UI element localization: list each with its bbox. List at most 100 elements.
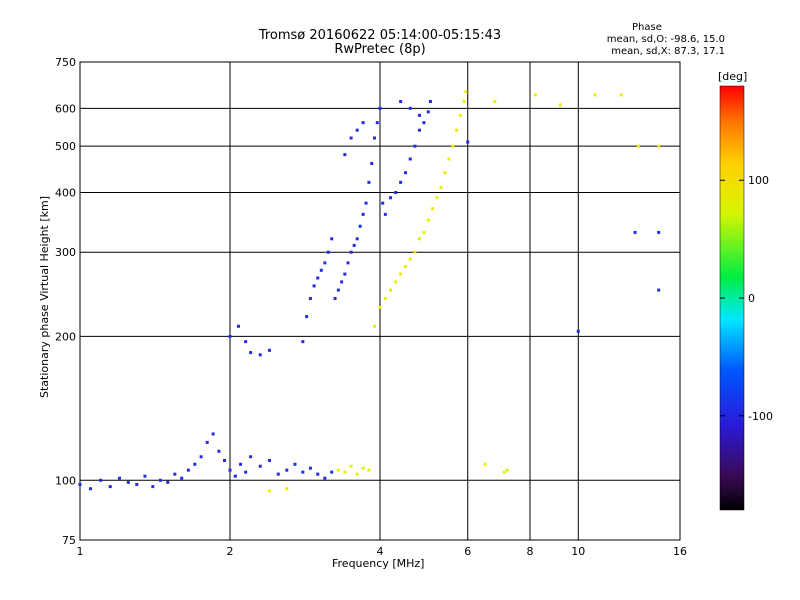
data-point-o [340, 280, 344, 284]
data-point-o [267, 458, 271, 462]
data-point-x [493, 100, 497, 104]
data-point-o [143, 474, 147, 478]
data-point-o [180, 476, 184, 480]
data-point-o [158, 478, 162, 482]
colorbar-label: [deg] [718, 70, 748, 83]
data-point-x [267, 489, 271, 493]
plot-frame [79, 61, 681, 541]
data-point-o [358, 224, 362, 228]
data-point-o [364, 201, 368, 205]
data-point-x [502, 470, 506, 474]
y-tick-label: 600 [55, 102, 76, 115]
y-tick-label: 500 [55, 140, 76, 153]
data-point-x [657, 144, 661, 148]
y-tick-label: 75 [62, 534, 76, 547]
stats-x-mode: mean, sd,X: 87.3, 17.1 [611, 46, 725, 57]
stats-heading: Phase [632, 22, 662, 33]
data-point-o [276, 472, 280, 476]
data-point-x [451, 144, 455, 148]
x-tick-label: 4 [377, 545, 384, 558]
data-point-o [333, 297, 337, 301]
data-point-x [349, 464, 353, 468]
data-point-o [258, 464, 262, 468]
x-tick-label: 1 [77, 545, 84, 558]
data-point-o [330, 470, 334, 474]
data-point-o [408, 106, 412, 110]
data-point-o [417, 128, 421, 132]
data-point-x [285, 487, 289, 491]
colorbar-tick-label: 100 [748, 174, 769, 187]
data-point-x [462, 100, 466, 104]
data-point-o [361, 212, 365, 216]
y-tick-label: 400 [55, 186, 76, 199]
data-point-o [228, 468, 232, 472]
data-point-o [633, 230, 637, 234]
data-point-o [361, 121, 365, 125]
data-point-o [173, 472, 177, 476]
data-point-x [413, 250, 417, 254]
data-point-x [408, 257, 412, 261]
data-point-o [466, 140, 470, 144]
data-point-o [239, 462, 243, 466]
data-point-o [199, 455, 203, 459]
data-point-o [249, 455, 253, 459]
data-point-x [343, 470, 347, 474]
data-point-o [244, 340, 248, 344]
data-point-x [355, 472, 359, 476]
data-point-x [417, 237, 421, 241]
data-point-o [293, 462, 297, 466]
data-point-x [533, 93, 537, 97]
y-tick-labels: 75 100 200 300 400 500 600 750 [55, 56, 76, 547]
data-point-o [316, 276, 320, 280]
data-point-o [301, 340, 305, 344]
data-point-o [244, 470, 248, 474]
data-point-o [408, 157, 412, 161]
data-point-x [336, 468, 340, 472]
chart-subtitle: RwPretec (8p) [334, 42, 426, 57]
y-tick-label: 750 [55, 56, 76, 69]
data-point-o [285, 468, 289, 472]
data-point-o [370, 161, 374, 165]
colorbar-ticks: 100 0 -100 [720, 174, 773, 423]
data-point-o [78, 482, 82, 486]
data-point-o [316, 472, 320, 476]
x-tick-labels: 1 2 4 6 8 10 16 [77, 545, 688, 558]
data-point-x [426, 218, 430, 222]
data-point-o [349, 136, 353, 140]
data-point-o [389, 196, 393, 200]
data-point-o [413, 144, 417, 148]
data-point-o [422, 121, 426, 125]
y-tick-label: 300 [55, 246, 76, 259]
data-point-o [399, 180, 403, 184]
data-point-x [403, 265, 407, 269]
data-point-x [636, 144, 640, 148]
data-point-o [349, 250, 353, 254]
data-point-o [375, 121, 379, 125]
data-point-x [373, 324, 377, 328]
data-point-o [426, 110, 430, 114]
data-point-o [417, 113, 421, 117]
data-point-o [343, 272, 347, 276]
data-point-x [505, 468, 509, 472]
data-point-x [483, 462, 487, 466]
data-point-x [399, 272, 403, 276]
y-tick-label: 100 [55, 474, 76, 487]
data-points [78, 90, 661, 493]
data-point-o [217, 449, 221, 453]
data-point-x [383, 297, 387, 301]
data-point-o [323, 261, 327, 265]
data-point-x [361, 466, 365, 470]
data-point-o [267, 348, 271, 352]
data-point-o [403, 171, 407, 175]
data-point-o [326, 250, 330, 254]
grid-lines [79, 61, 681, 541]
data-point-o [126, 480, 130, 484]
data-point-x [439, 185, 443, 189]
data-point-x [447, 157, 451, 161]
y-tick-label: 200 [55, 330, 76, 343]
data-point-o [355, 237, 359, 241]
data-point-x [619, 93, 623, 97]
data-point-o [657, 230, 661, 234]
